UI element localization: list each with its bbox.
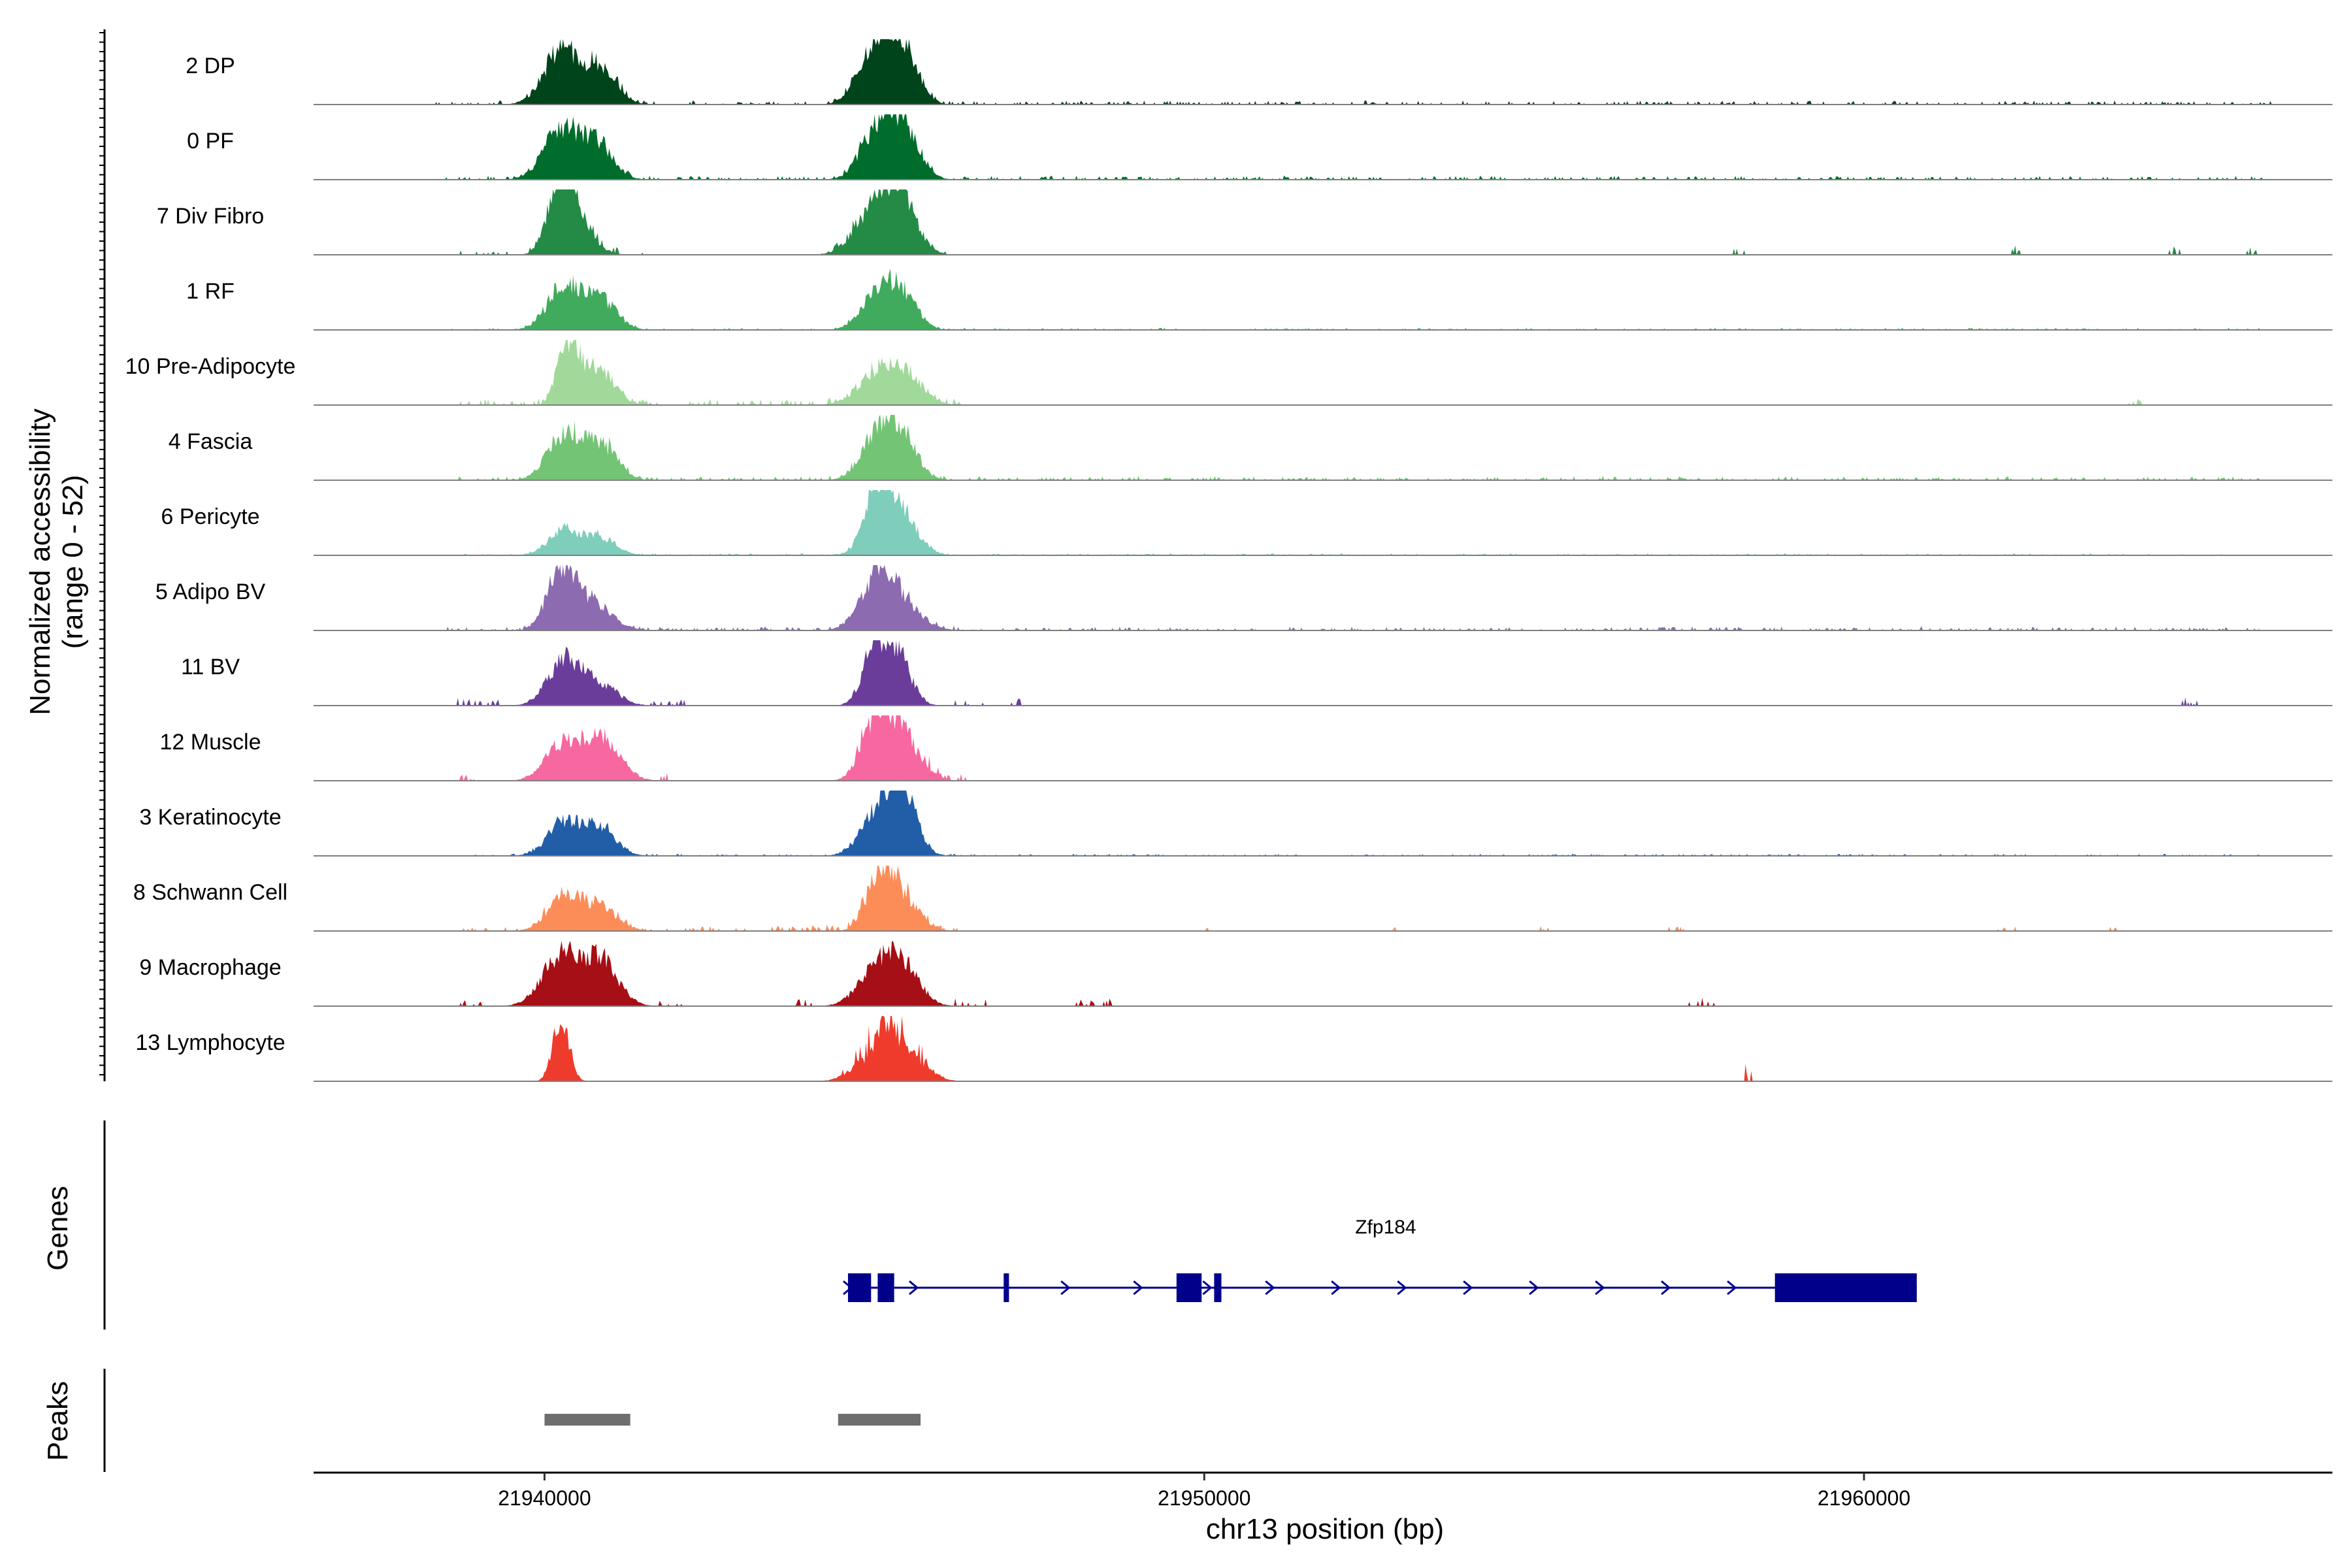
track-0-pf: 0 PF [187,114,2332,180]
strand-arrow [1661,1280,1671,1296]
gene-exon [847,1273,872,1302]
track-label: 8 Schwann Cell [133,880,287,905]
strand-arrow [1265,1280,1275,1296]
strand-arrow [1463,1280,1473,1296]
genes-panel-label: Genes [42,1186,74,1271]
track-label: 5 Adipo BV [155,580,266,604]
track-label: 10 Pre-Adipocyte [125,354,296,379]
strand-arrow [1133,1280,1143,1296]
y-axis-title: Normalized accessibility (range 0 - 52) [24,408,89,715]
track-10-pre-adipocyte: 10 Pre-Adipocyte [125,340,2332,406]
track-8-schwann-cell: 8 Schwann Cell [133,866,2332,932]
gene-exon [877,1273,894,1302]
strand-arrow [1060,1280,1071,1296]
x-tick-label: 21940000 [498,1486,591,1510]
gene-exon [1214,1273,1222,1302]
y-axis-title-line2: (range 0 - 52) [57,475,89,649]
track-4-fascia: 4 Fascia [169,415,2332,481]
strand-arrow [1202,1280,1213,1296]
track-9-macrophage: 9 Macrophage [139,941,2332,1007]
track-label: 3 Keratinocyte [139,805,281,830]
strand-arrow [1397,1280,1407,1296]
track-label: 2 DP [186,54,235,78]
strand-arrow [1595,1280,1605,1296]
coverage-y-axis-ticks [99,32,105,1075]
track-13-lymphocyte: 13 Lymphocyte [135,1016,2332,1082]
strand-arrow [1331,1280,1341,1296]
gene-track: Zfp184 [842,1217,1917,1302]
strand-arrow [908,1280,919,1296]
gene-exon [1176,1273,1202,1302]
gene-name-label: Zfp184 [1355,1217,1416,1238]
x-tick-label: 21960000 [1818,1486,1910,1510]
gene-exon [1774,1273,1917,1302]
track-label: 12 Muscle [160,730,261,755]
track-6-pericyte: 6 Pericyte [161,490,2332,556]
track-2-dp: 2 DP [186,39,2332,105]
peaks-track [544,1414,921,1426]
track-11-bv: 11 BV [181,640,2332,706]
track-label: 6 Pericyte [161,504,259,529]
track-label: 0 PF [187,129,234,154]
track-7-div-fibro: 7 Div Fibro [157,189,2332,255]
peaks-panel-label: Peaks [42,1381,74,1461]
track-label: 4 Fascia [169,429,253,454]
track-label: 7 Div Fibro [157,204,264,229]
x-tick-label: 21950000 [1158,1486,1250,1510]
track-5-adipo-bv: 5 Adipo BV [155,565,2332,631]
track-12-muscle: 12 Muscle [160,715,2332,781]
x-axis-title: chr13 position (bp) [1206,1513,1444,1545]
track-1-rf: 1 RF [186,269,2332,331]
x-axis-ticks: 21940000 21950000 21960000 [498,1473,1910,1510]
strand-arrow [1529,1280,1539,1296]
track-label: 1 RF [186,279,235,304]
strand-arrow [1727,1280,1737,1296]
gene-exon [1004,1273,1009,1302]
track-label: 9 Macrophage [139,955,281,980]
track-label: 11 BV [181,655,240,679]
peak-region [838,1414,921,1426]
track-label: 13 Lymphocyte [135,1030,285,1055]
track-3-keratinocyte: 3 Keratinocyte [139,791,2332,857]
coverage-tracks: 2 DP 0 PF 7 Div Fibro 1 RF 10 Pre-Adipocyte 4… [125,39,2332,1082]
y-axis-title-line1: Normalized accessibility [24,408,56,715]
peak-region [544,1414,630,1426]
